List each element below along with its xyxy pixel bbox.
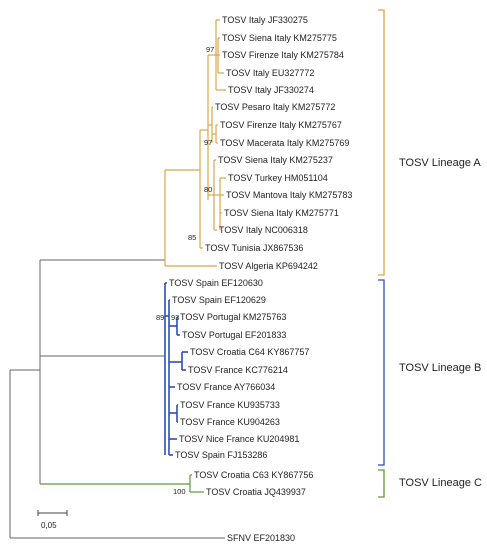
- lineage-b-branches: [164, 282, 188, 456]
- scale-bar-label: 0,05: [41, 521, 57, 530]
- lineage-a-label: TOSV Lineage A: [399, 157, 481, 169]
- leaf-label: TOSV Spain EF120629: [172, 295, 266, 305]
- leaf-label: TOSV Siena Italy KM275237: [218, 155, 333, 165]
- leaf-label: TOSV Siena Italy KM275771: [224, 208, 339, 218]
- leaf-label: TOSV Turkey HM051104: [228, 173, 328, 183]
- root-branches: [9, 259, 225, 539]
- leaf-label: TOSV Croatia C63 KY867756: [194, 470, 313, 480]
- lineage-b-bracket: [378, 279, 385, 466]
- leaf-label: TOSV Mantova Italy KM275783: [226, 190, 352, 200]
- leaf-label: TOSV Portugal KM275763: [180, 312, 286, 322]
- bootstrap-value: 97: [206, 45, 214, 54]
- leaf-label: TOSV Tunisia JX867536: [205, 243, 303, 253]
- leaf-label: TOSV Spain EF120630: [169, 278, 263, 288]
- leaf-label: TOSV Italy NC006318: [219, 225, 308, 235]
- leaf-label: TOSV Firenze Italy KM275784: [222, 50, 344, 60]
- lineage-b-label: TOSV Lineage B: [399, 362, 481, 374]
- bootstrap-value: 80: [204, 185, 212, 194]
- bootstrap-value: 85: [188, 233, 196, 242]
- leaf-label: TOSV Portugal EF201833: [182, 330, 286, 340]
- leaf-label: TOSV France KU904263: [180, 417, 280, 427]
- bootstrap-value: 100: [173, 487, 186, 496]
- leaf-label: TOSV France AY766034: [177, 382, 275, 392]
- leaf-label: TOSV Spain FJ153286: [175, 450, 267, 460]
- bootstrap-value: 93: [171, 313, 179, 322]
- lineage-brackets: [378, 9, 385, 498]
- lineage-c-bracket: [378, 469, 385, 498]
- leaf-label: TOSV Algeria KP694242: [219, 261, 318, 271]
- leaf-labels: TOSV Italy JF330275 TOSV Siena Italy KM2…: [169, 15, 352, 543]
- leaf-label: TOSV Firenze Italy KM275767: [220, 120, 342, 130]
- leaf-label: TOSV Italy JF330275: [222, 15, 308, 25]
- leaf-label: TOSV France KC776214: [188, 365, 288, 375]
- lineage-c-label: TOSV Lineage C: [399, 477, 482, 489]
- bootstrap-values: 97 97 80 85 89 93 100: [156, 45, 214, 496]
- leaf-label: SFNV EF201830: [227, 533, 295, 543]
- leaf-label: TOSV Nice France KU204981: [179, 434, 299, 444]
- leaf-label: TOSV Italy EU327772: [226, 68, 314, 78]
- bootstrap-value: 97: [204, 138, 212, 147]
- leaf-label: TOSV Siena Italy KM275775: [222, 33, 337, 43]
- leaf-label: TOSV Croatia JQ439937: [206, 487, 306, 497]
- leaf-label: TOSV Pesaro Italy KM275772: [215, 102, 335, 112]
- scale-bar: 0,05: [37, 510, 68, 530]
- lineage-c-branches: [40, 474, 204, 493]
- lineage-a-bracket: [378, 9, 385, 276]
- leaf-label: TOSV France KU935733: [180, 400, 280, 410]
- leaf-label: TOSV Macerata Italy KM275769: [220, 138, 349, 148]
- lineage-a-branches: [164, 19, 226, 267]
- bootstrap-value: 89: [156, 313, 164, 322]
- leaf-label: TOSV Italy JF330274: [228, 85, 314, 95]
- leaf-label: TOSV Croatia C64 KY867757: [190, 347, 309, 357]
